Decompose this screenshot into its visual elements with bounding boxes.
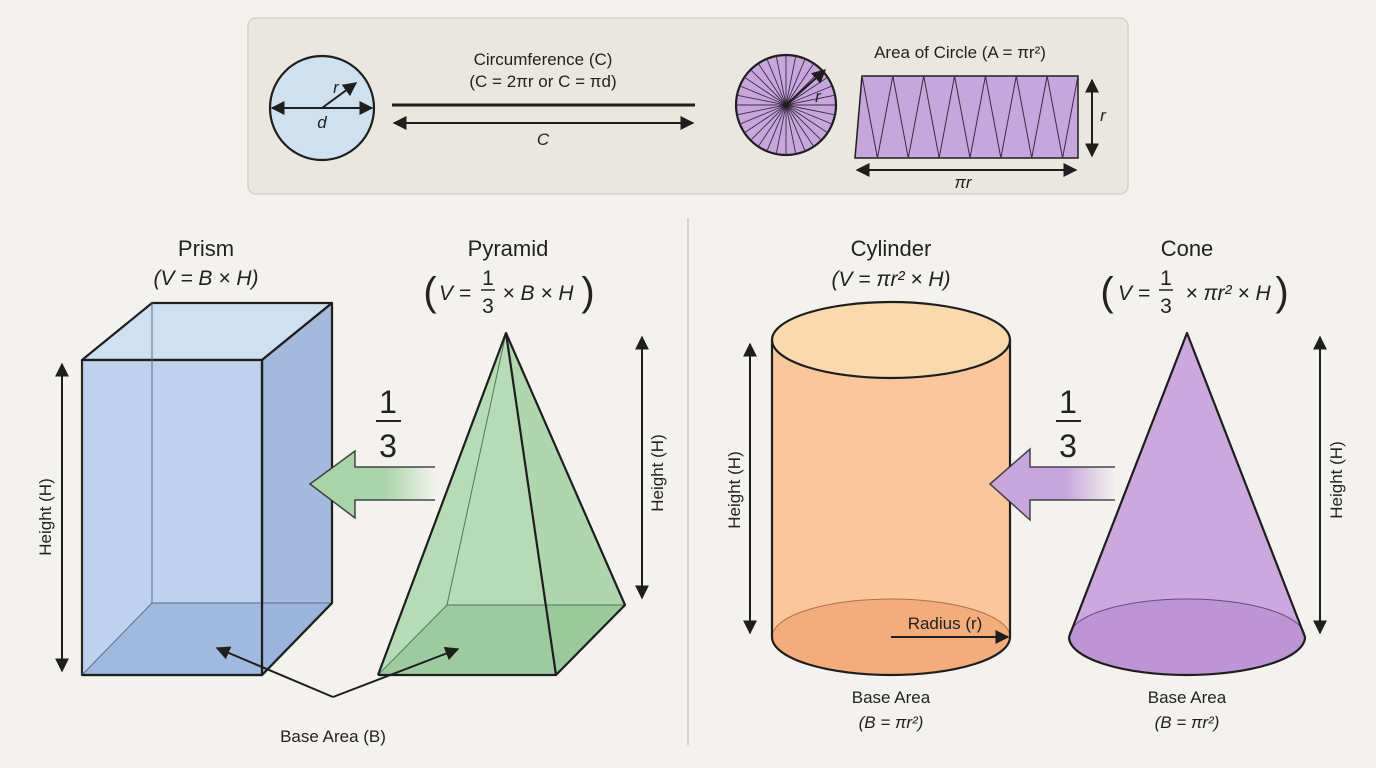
area-height-label: r bbox=[1100, 106, 1107, 125]
cone-base-label: Base Area bbox=[1148, 688, 1227, 707]
arrow-left-icon bbox=[990, 449, 1115, 520]
svg-text:1: 1 bbox=[379, 384, 397, 420]
radius-label: Radius (r) bbox=[908, 614, 983, 633]
sector-line bbox=[766, 58, 787, 106]
sector-line bbox=[736, 104, 787, 116]
pyramid-section: Pyramid ( V = 1 3 × B × H ) Height (H) bbox=[376, 236, 667, 677]
c-label: C bbox=[537, 130, 550, 149]
diameter-label: d bbox=[317, 113, 327, 132]
svg-text:(: ( bbox=[1100, 270, 1114, 314]
svg-text:1: 1 bbox=[482, 267, 494, 290]
sector-line bbox=[785, 58, 806, 106]
sector-line bbox=[785, 94, 836, 106]
svg-text:× B × H: × B × H bbox=[502, 282, 574, 305]
sector-line bbox=[757, 104, 787, 147]
sector-line bbox=[785, 104, 806, 152]
rearranged-sectors bbox=[854, 75, 1079, 159]
svg-text:): ) bbox=[1275, 270, 1288, 314]
sector-line bbox=[739, 85, 787, 106]
svg-text:3: 3 bbox=[1160, 295, 1172, 318]
svg-text:V =: V = bbox=[1118, 282, 1150, 305]
prism-title: Prism bbox=[178, 236, 234, 261]
svg-text:1: 1 bbox=[1059, 384, 1077, 420]
svg-text:3: 3 bbox=[1059, 428, 1077, 464]
sector-line bbox=[757, 63, 787, 106]
svg-text:V =: V = bbox=[439, 282, 471, 305]
cone-base-formula: (B = πr²) bbox=[1155, 713, 1220, 732]
pyramid-shape bbox=[376, 331, 627, 677]
sector-line bbox=[744, 104, 787, 134]
pyramid-formula: ( V = 1 3 × B × H ) bbox=[423, 267, 594, 318]
cone-shape bbox=[1067, 331, 1307, 677]
cylinder-formula: (V = πr² × H) bbox=[831, 268, 950, 291]
cone-height-label: Height (H) bbox=[1327, 441, 1346, 518]
sector-line bbox=[744, 76, 787, 106]
svg-text:1: 1 bbox=[1160, 267, 1172, 290]
prism-section: Prism (V = B × H) Height (H) bbox=[36, 236, 334, 677]
sector-line bbox=[785, 104, 833, 125]
one-third-arrow-right: 1 3 bbox=[988, 384, 1115, 522]
cylinder-base-formula: (B = πr²) bbox=[859, 713, 924, 732]
one-third-arrow-left: 1 3 bbox=[308, 384, 435, 520]
svg-text:(: ( bbox=[423, 270, 437, 314]
svg-text:): ) bbox=[581, 270, 594, 314]
sector-line bbox=[785, 63, 815, 106]
cone-section: Cone ( V = 1 3 × πr² × H ) Height (H) Ba… bbox=[1067, 236, 1346, 732]
sector-line bbox=[785, 104, 836, 116]
sector-line bbox=[766, 104, 787, 152]
sector-line bbox=[785, 104, 828, 134]
pyramid-title: Pyramid bbox=[468, 236, 549, 261]
circle-formulas-panel: r d Circumference (C) (C = 2πr or C = πd… bbox=[247, 17, 1129, 195]
sector-line bbox=[785, 104, 815, 147]
cylinder-title: Cylinder bbox=[851, 236, 932, 261]
prism-shape bbox=[80, 301, 334, 677]
area-title: Area of Circle (A = πr²) bbox=[874, 43, 1046, 62]
sector-line bbox=[785, 85, 833, 106]
cylinder-base-label: Base Area bbox=[852, 688, 931, 707]
svg-text:3: 3 bbox=[482, 295, 494, 318]
pyramid-height-label: Height (H) bbox=[648, 434, 667, 511]
sector-line bbox=[750, 104, 787, 141]
cone-title: Cone bbox=[1161, 236, 1214, 261]
sectored-circle: r bbox=[734, 53, 838, 157]
prism-height-label: Height (H) bbox=[36, 478, 55, 555]
sector-line bbox=[775, 55, 787, 106]
sector-line bbox=[785, 104, 822, 141]
sector-line bbox=[739, 104, 787, 125]
base-area-callout: Base Area (B) bbox=[215, 646, 460, 746]
radius-label: r bbox=[333, 78, 340, 97]
cone-formula: ( V = 1 3 × πr² × H ) bbox=[1100, 267, 1288, 318]
circumference-formula: (C = 2πr or C = πd) bbox=[469, 72, 616, 91]
sector-line bbox=[785, 104, 797, 155]
circumference-title: Circumference (C) bbox=[474, 50, 613, 69]
circle-diameter-figure: r d bbox=[268, 54, 376, 162]
base-area-label: Base Area (B) bbox=[280, 727, 386, 746]
cylinder-shape: Radius (r) bbox=[770, 300, 1012, 677]
svg-text:3: 3 bbox=[379, 428, 397, 464]
sector-line bbox=[736, 94, 787, 106]
svg-text:× πr² × H: × πr² × H bbox=[1185, 282, 1271, 305]
prism-formula: (V = B × H) bbox=[153, 267, 258, 290]
cylinder-height-label: Height (H) bbox=[725, 451, 744, 528]
sector-line bbox=[775, 104, 787, 155]
sector-line bbox=[785, 55, 797, 106]
area-width-label: πr bbox=[954, 173, 972, 192]
sector-line bbox=[750, 69, 787, 106]
cylinder-section: Cylinder (V = πr² × H) Radius (r) Height… bbox=[725, 236, 1012, 732]
area-radius-label: r bbox=[815, 87, 822, 106]
